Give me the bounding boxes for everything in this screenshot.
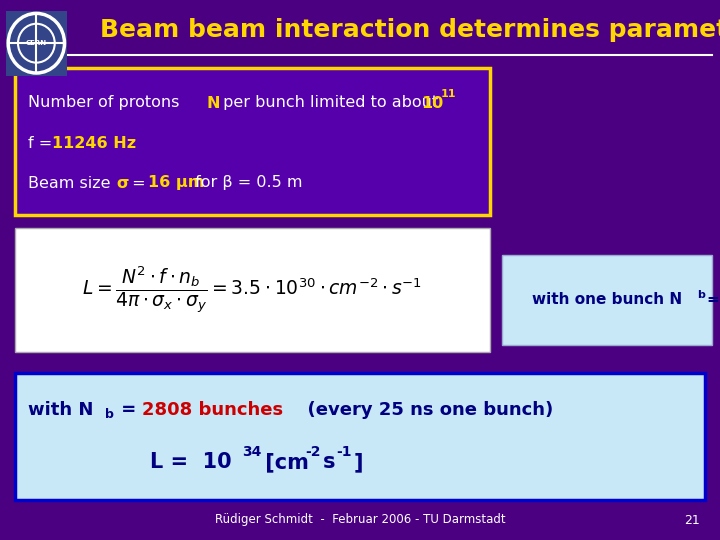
Text: Rüdiger Schmidt  -  Februar 2006 - TU Darmstadt: Rüdiger Schmidt - Februar 2006 - TU Darm… <box>215 514 505 526</box>
FancyBboxPatch shape <box>15 228 490 352</box>
Text: 11246 Hz: 11246 Hz <box>52 136 136 151</box>
Text: f =: f = <box>28 136 58 151</box>
Text: Beam beam interaction determines parameters: Beam beam interaction determines paramet… <box>100 18 720 42</box>
Text: 16 μm: 16 μm <box>148 176 204 191</box>
Text: [cm: [cm <box>258 452 309 472</box>
Text: b: b <box>697 290 705 300</box>
Text: s: s <box>323 452 336 472</box>
Text: 11: 11 <box>441 89 456 99</box>
FancyBboxPatch shape <box>502 255 712 345</box>
Text: ]: ] <box>354 452 364 472</box>
Text: N: N <box>206 96 220 111</box>
Text: =1: =1 <box>706 293 720 307</box>
Text: per bunch limited to about: per bunch limited to about <box>218 96 444 111</box>
Text: =: = <box>115 401 143 419</box>
Text: with one bunch N: with one bunch N <box>532 293 682 307</box>
Text: (every 25 ns one bunch): (every 25 ns one bunch) <box>295 401 553 419</box>
Text: 2808 bunches: 2808 bunches <box>142 401 283 419</box>
Text: for β = 0.5 m: for β = 0.5 m <box>190 176 302 191</box>
Text: Number of protons: Number of protons <box>28 96 184 111</box>
Text: Beam size: Beam size <box>28 176 116 191</box>
Text: b: b <box>105 408 114 422</box>
Text: L =  10: L = 10 <box>150 452 232 472</box>
Text: -2: -2 <box>305 445 320 459</box>
Text: =: = <box>127 176 150 191</box>
FancyBboxPatch shape <box>15 373 705 500</box>
FancyBboxPatch shape <box>15 68 490 215</box>
Text: CERN: CERN <box>26 40 47 46</box>
Text: $L = \dfrac{N^2 \cdot f \cdot n_b}{4\pi \cdot \sigma_x \cdot \sigma_y} = 3.5 \cd: $L = \dfrac{N^2 \cdot f \cdot n_b}{4\pi … <box>82 265 422 315</box>
Text: 34: 34 <box>242 445 261 459</box>
Text: 21: 21 <box>684 514 700 526</box>
Text: with N: with N <box>28 401 94 419</box>
Text: 10: 10 <box>421 96 444 111</box>
FancyBboxPatch shape <box>6 11 67 76</box>
Text: σ: σ <box>116 176 128 191</box>
Text: -1: -1 <box>336 445 351 459</box>
